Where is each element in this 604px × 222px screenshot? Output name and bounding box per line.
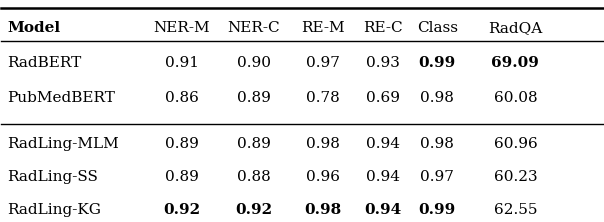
Text: RadLing-SS: RadLing-SS	[7, 170, 98, 184]
Text: RadQA: RadQA	[488, 21, 542, 35]
Text: 60.08: 60.08	[493, 91, 537, 105]
Text: 62.55: 62.55	[493, 203, 537, 217]
Text: 0.92: 0.92	[236, 203, 272, 217]
Text: 0.69: 0.69	[366, 91, 400, 105]
Text: NER-M: NER-M	[153, 21, 210, 35]
Text: RadLing-KG: RadLing-KG	[7, 203, 101, 217]
Text: 0.94: 0.94	[366, 170, 400, 184]
Text: RE-M: RE-M	[301, 21, 345, 35]
Text: 0.86: 0.86	[165, 91, 199, 105]
Text: 0.99: 0.99	[419, 56, 456, 70]
Text: Model: Model	[7, 21, 60, 35]
Text: 0.94: 0.94	[365, 203, 402, 217]
Text: 0.92: 0.92	[163, 203, 201, 217]
Text: 0.98: 0.98	[304, 203, 342, 217]
Text: RadLing-MLM: RadLing-MLM	[7, 137, 119, 151]
Text: 0.91: 0.91	[165, 56, 199, 70]
Text: RadBERT: RadBERT	[7, 56, 82, 70]
Text: 60.23: 60.23	[493, 170, 537, 184]
Text: 0.78: 0.78	[306, 91, 340, 105]
Text: 0.89: 0.89	[237, 137, 271, 151]
Text: PubMedBERT: PubMedBERT	[7, 91, 115, 105]
Text: 0.89: 0.89	[165, 137, 199, 151]
Text: NER-C: NER-C	[228, 21, 280, 35]
Text: 0.98: 0.98	[420, 91, 454, 105]
Text: 60.96: 60.96	[493, 137, 538, 151]
Text: 0.90: 0.90	[237, 56, 271, 70]
Text: Class: Class	[417, 21, 458, 35]
Text: 0.98: 0.98	[306, 137, 340, 151]
Text: 0.96: 0.96	[306, 170, 340, 184]
Text: 0.93: 0.93	[366, 56, 400, 70]
Text: 0.99: 0.99	[419, 203, 456, 217]
Text: 0.97: 0.97	[306, 56, 340, 70]
Text: 0.89: 0.89	[237, 91, 271, 105]
Text: 69.09: 69.09	[492, 56, 539, 70]
Text: 0.97: 0.97	[420, 170, 454, 184]
Text: 0.88: 0.88	[237, 170, 271, 184]
Text: 0.98: 0.98	[420, 137, 454, 151]
Text: 0.94: 0.94	[366, 137, 400, 151]
Text: 0.89: 0.89	[165, 170, 199, 184]
Text: RE-C: RE-C	[364, 21, 403, 35]
